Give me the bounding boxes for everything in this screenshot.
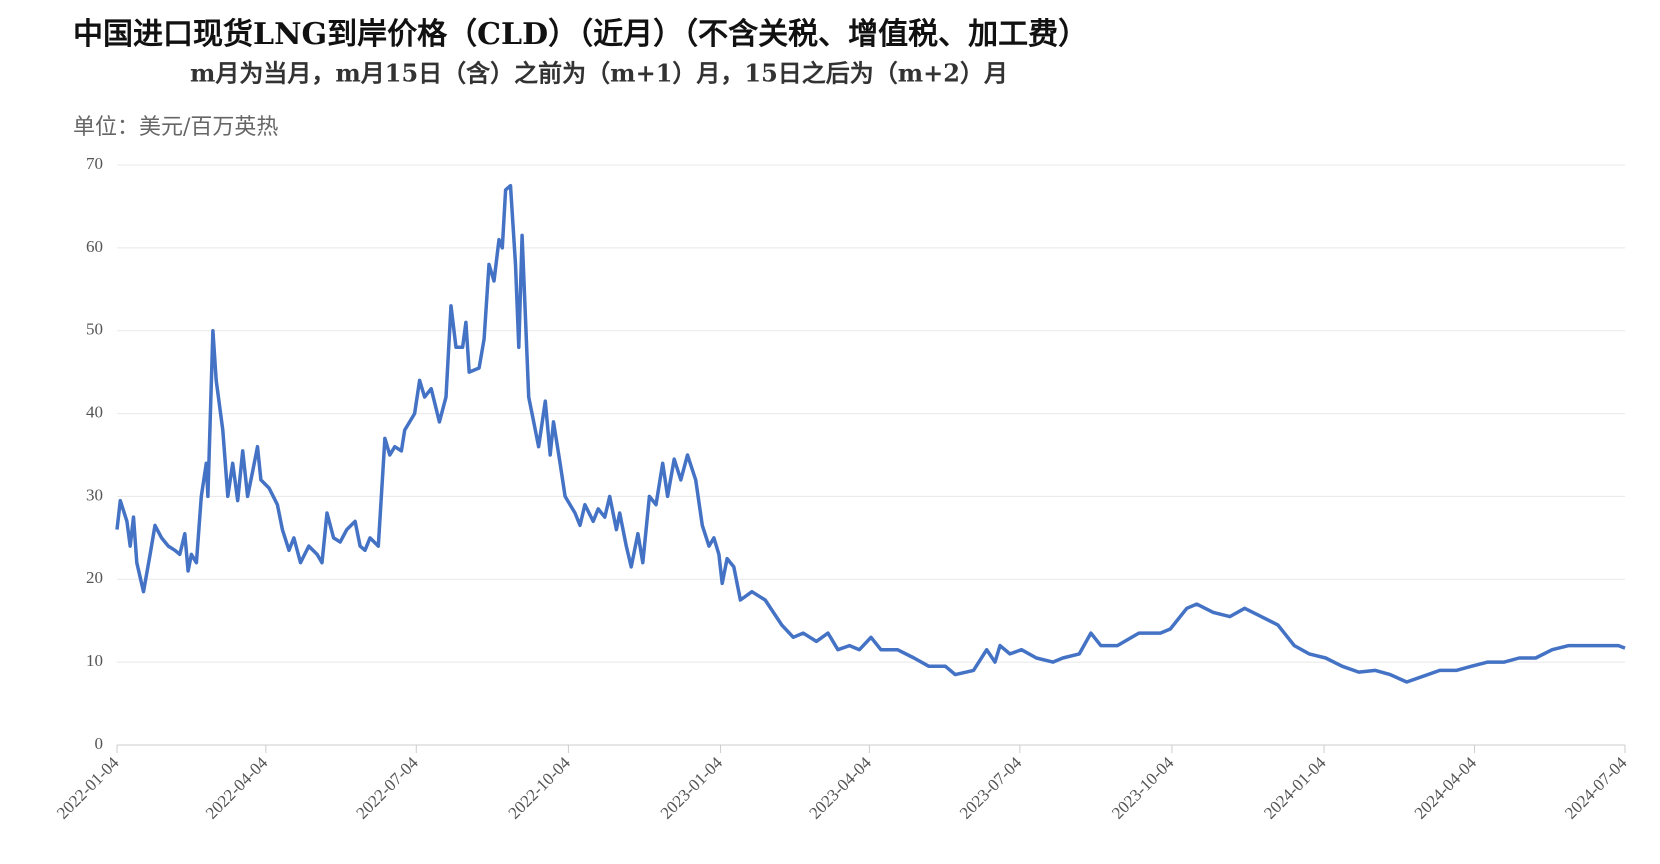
y-tick-label: 60 bbox=[86, 237, 103, 256]
x-tick-label: 2022-10-04 bbox=[504, 753, 574, 823]
chart-subtitle: m月为当月，m月15日（含）之前为（m+1）月，15日之后为（m+2）月 bbox=[190, 59, 1008, 88]
line-series bbox=[115, 183, 1626, 684]
y-tick-label: 40 bbox=[86, 402, 103, 421]
y-tick-label: 10 bbox=[86, 651, 103, 670]
x-tick-label: 2022-01-04 bbox=[53, 753, 123, 823]
chart-title: 中国进口现货LNG到岸价格（CLD）（近月）（不含关税、增值税、加工费） bbox=[73, 17, 1088, 52]
x-tick-label: 2022-04-04 bbox=[202, 753, 272, 823]
y-tick-label: 0 bbox=[95, 734, 104, 753]
x-tick-label: 2023-10-04 bbox=[1108, 753, 1178, 823]
y-tick-label: 50 bbox=[86, 320, 103, 339]
y-axis-label: 单位：美元/百万英热 bbox=[73, 115, 278, 140]
y-tick-label: 20 bbox=[86, 568, 103, 587]
x-tick-label: 2022-07-04 bbox=[352, 753, 422, 823]
x-tick-label: 2023-01-04 bbox=[657, 753, 727, 823]
x-tick-label: 2023-07-04 bbox=[956, 753, 1026, 823]
x-tick-label: 2024-01-04 bbox=[1260, 753, 1330, 823]
x-tick-label: 2024-04-04 bbox=[1411, 753, 1481, 823]
x-tick-label: 2024-07-04 bbox=[1561, 753, 1631, 823]
x-tick-label: 2023-04-04 bbox=[805, 753, 875, 823]
y-tick-label: 30 bbox=[86, 485, 103, 504]
y-tick-label: 70 bbox=[86, 154, 103, 173]
